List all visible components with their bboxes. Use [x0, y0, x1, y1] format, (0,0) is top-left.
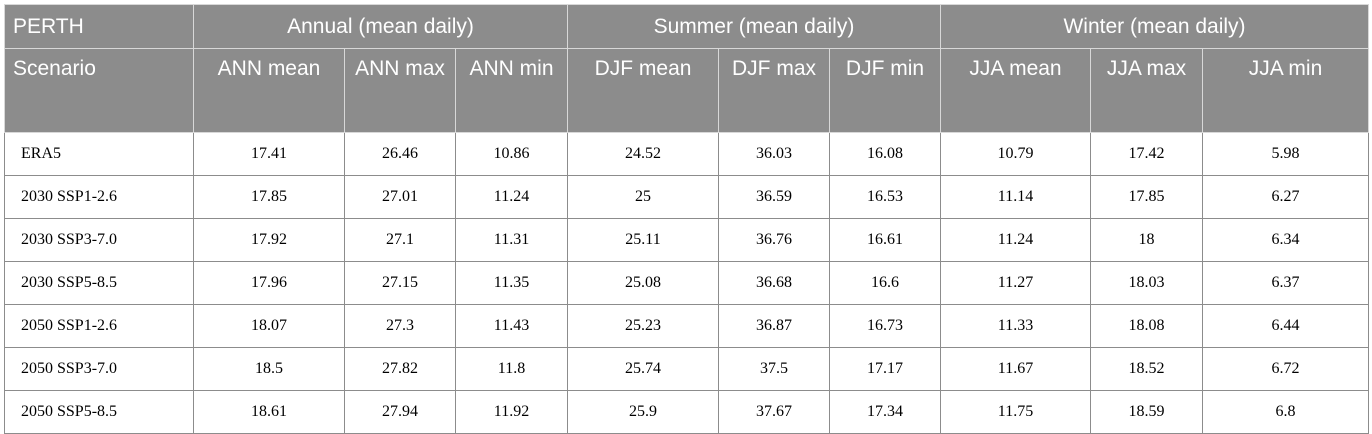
- value-cell: 36.68: [718, 261, 830, 305]
- value-cell: 10.86: [455, 132, 568, 176]
- value-cell: 16.53: [829, 175, 941, 219]
- value-cell: 18.52: [1090, 347, 1203, 391]
- scenario-cell: 2030 SSP3-7.0: [4, 218, 194, 262]
- column-header: JJA min: [1201, 48, 1370, 133]
- value-cell: 11.8: [455, 347, 568, 391]
- value-cell: 17.17: [829, 347, 941, 391]
- value-cell: 27.82: [344, 347, 456, 391]
- value-cell: 25.74: [567, 347, 719, 391]
- value-cell: 18.08: [1090, 304, 1203, 348]
- value-cell: 18.5: [193, 347, 345, 391]
- group-header: Annual (mean daily): [193, 4, 568, 49]
- table-body: ERA5 17.41 26.46 10.86 24.52 36.03 16.08 10.79 1…: [4, 132, 1370, 434]
- value-cell: 6.37: [1201, 261, 1370, 305]
- value-cell: 11.33: [940, 304, 1091, 348]
- value-cell: 27.15: [344, 261, 456, 305]
- value-cell: 5.98: [1201, 132, 1370, 176]
- column-header: JJA max: [1090, 48, 1203, 133]
- value-cell: 11.31: [455, 218, 568, 262]
- column-header: Scenario: [4, 48, 194, 133]
- value-cell: 25.08: [567, 261, 719, 305]
- scenario-cell: ERA5: [4, 132, 194, 176]
- column-header: DJF min: [829, 48, 941, 133]
- value-cell: 25: [567, 175, 719, 219]
- value-cell: 37.5: [718, 347, 830, 391]
- value-cell: 11.35: [455, 261, 568, 305]
- value-cell: 16.61: [829, 218, 941, 262]
- column-header: DJF max: [718, 48, 830, 133]
- table-row: 2050 SSP1-2.6 18.07 27.3 11.43 25.23 36.87 16.…: [4, 304, 1370, 348]
- column-header: ANN mean: [193, 48, 345, 133]
- value-cell: 36.87: [718, 304, 830, 348]
- value-cell: 6.34: [1201, 218, 1370, 262]
- data-table: PERTH Annual (mean daily) Summer (mean dai…: [4, 4, 1370, 434]
- value-cell: 11.92: [455, 390, 568, 434]
- table-row: 2050 SSP5-8.5 18.61 27.94 11.92 25.9 37.67 17.…: [4, 390, 1370, 434]
- column-header: ANN min: [455, 48, 568, 133]
- value-cell: 11.75: [940, 390, 1091, 434]
- value-cell: 16.6: [829, 261, 941, 305]
- scenario-cell: 2050 SSP5-8.5: [4, 390, 194, 434]
- value-cell: 24.52: [567, 132, 719, 176]
- table-row: 2050 SSP3-7.0 18.5 27.82 11.8 25.74 37.5 17.17…: [4, 347, 1370, 391]
- value-cell: 26.46: [344, 132, 456, 176]
- table-row: ERA5 17.41 26.46 10.86 24.52 36.03 16.08 10.79 1…: [4, 132, 1370, 176]
- table-row: 2030 SSP1-2.6 17.85 27.01 11.24 25 36.59 16.53…: [4, 175, 1370, 219]
- value-cell: 17.34: [829, 390, 941, 434]
- value-cell: 11.27: [940, 261, 1091, 305]
- value-cell: 36.76: [718, 218, 830, 262]
- value-cell: 6.72: [1201, 347, 1370, 391]
- value-cell: 27.1: [344, 218, 456, 262]
- table-row: 2030 SSP5-8.5 17.96 27.15 11.35 25.08 36.68 16…: [4, 261, 1370, 305]
- value-cell: 27.3: [344, 304, 456, 348]
- value-cell: 36.03: [718, 132, 830, 176]
- group-header: PERTH: [4, 4, 194, 49]
- value-cell: 17.85: [193, 175, 345, 219]
- value-cell: 11.43: [455, 304, 568, 348]
- value-cell: 16.08: [829, 132, 941, 176]
- value-cell: 17.42: [1090, 132, 1203, 176]
- value-cell: 16.73: [829, 304, 941, 348]
- value-cell: 18.03: [1090, 261, 1203, 305]
- value-cell: 25.11: [567, 218, 719, 262]
- value-cell: 37.67: [718, 390, 830, 434]
- value-cell: 11.67: [940, 347, 1091, 391]
- value-cell: 18: [1090, 218, 1203, 262]
- value-cell: 18.59: [1090, 390, 1203, 434]
- value-cell: 6.27: [1201, 175, 1370, 219]
- value-cell: 11.24: [940, 218, 1091, 262]
- value-cell: 6.44: [1201, 304, 1370, 348]
- value-cell: 25.9: [567, 390, 719, 434]
- value-cell: 36.59: [718, 175, 830, 219]
- column-header: DJF mean: [567, 48, 719, 133]
- value-cell: 11.24: [455, 175, 568, 219]
- value-cell: 18.07: [193, 304, 345, 348]
- value-cell: 10.79: [940, 132, 1091, 176]
- table-header: PERTH Annual (mean daily) Summer (mean dai…: [4, 4, 1370, 133]
- value-cell: 17.92: [193, 218, 345, 262]
- value-cell: 18.61: [193, 390, 345, 434]
- table-row: 2030 SSP3-7.0 17.92 27.1 11.31 25.11 36.76 16.…: [4, 218, 1370, 262]
- column-header: JJA mean: [940, 48, 1091, 133]
- value-cell: 17.85: [1090, 175, 1203, 219]
- column-header-row: Scenario ANN mean ANN max ANN min DJF mean DJ…: [4, 48, 1370, 133]
- scenario-cell: 2050 SSP1-2.6: [4, 304, 194, 348]
- scenario-cell: 2030 SSP1-2.6: [4, 175, 194, 219]
- value-cell: 6.8: [1201, 390, 1370, 434]
- group-header: Winter (mean daily): [939, 4, 1370, 49]
- value-cell: 27.01: [344, 175, 456, 219]
- value-cell: 27.94: [344, 390, 456, 434]
- value-cell: 11.14: [940, 175, 1091, 219]
- scenario-cell: 2050 SSP3-7.0: [4, 347, 194, 391]
- group-header-row: PERTH Annual (mean daily) Summer (mean dai…: [4, 4, 1370, 49]
- group-header: Summer (mean daily): [567, 4, 941, 49]
- value-cell: 25.23: [567, 304, 719, 348]
- scenario-cell: 2030 SSP5-8.5: [4, 261, 194, 305]
- value-cell: 17.96: [193, 261, 345, 305]
- value-cell: 17.41: [193, 132, 345, 176]
- column-header: ANN max: [344, 48, 456, 133]
